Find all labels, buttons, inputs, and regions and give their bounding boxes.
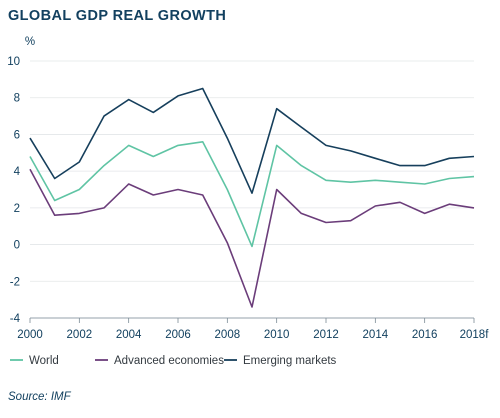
y-tick-label: 10 <box>7 56 20 68</box>
y-tick-label: -2 <box>10 276 20 288</box>
source-note: Source: IMF <box>8 391 71 403</box>
x-tick-label: 2012 <box>313 329 339 341</box>
x-tick-label: 2000 <box>17 329 43 341</box>
y-tick-label: 6 <box>14 129 20 141</box>
legend-label: Advanced economies <box>114 355 224 367</box>
y-tick-label: -4 <box>10 313 21 325</box>
x-tick-label: 2002 <box>67 329 93 341</box>
legend-label: Emerging markets <box>243 355 337 367</box>
chart-title: GLOBAL GDP REAL GROWTH <box>8 8 227 24</box>
y-tick-label: 2 <box>14 203 20 215</box>
x-tick-label: 2014 <box>363 329 389 341</box>
y-tick-label: 4 <box>14 166 21 178</box>
x-tick-label: 2004 <box>116 329 142 341</box>
x-tick-label: 2010 <box>264 329 290 341</box>
legend-label: World <box>29 355 59 367</box>
x-tick-label: 2008 <box>215 329 241 341</box>
series-line-emerging-markets <box>29 87 475 194</box>
y-axis-unit-label: % <box>25 36 35 48</box>
x-tick-label: 2006 <box>165 329 191 341</box>
x-tick-label: 2018f <box>460 329 490 341</box>
y-tick-label: 8 <box>14 93 20 105</box>
y-tick-label: 0 <box>14 240 20 252</box>
series-line-advanced-economies <box>29 168 475 308</box>
x-tick-label: 2016 <box>412 329 438 341</box>
series-line-world <box>29 141 475 248</box>
